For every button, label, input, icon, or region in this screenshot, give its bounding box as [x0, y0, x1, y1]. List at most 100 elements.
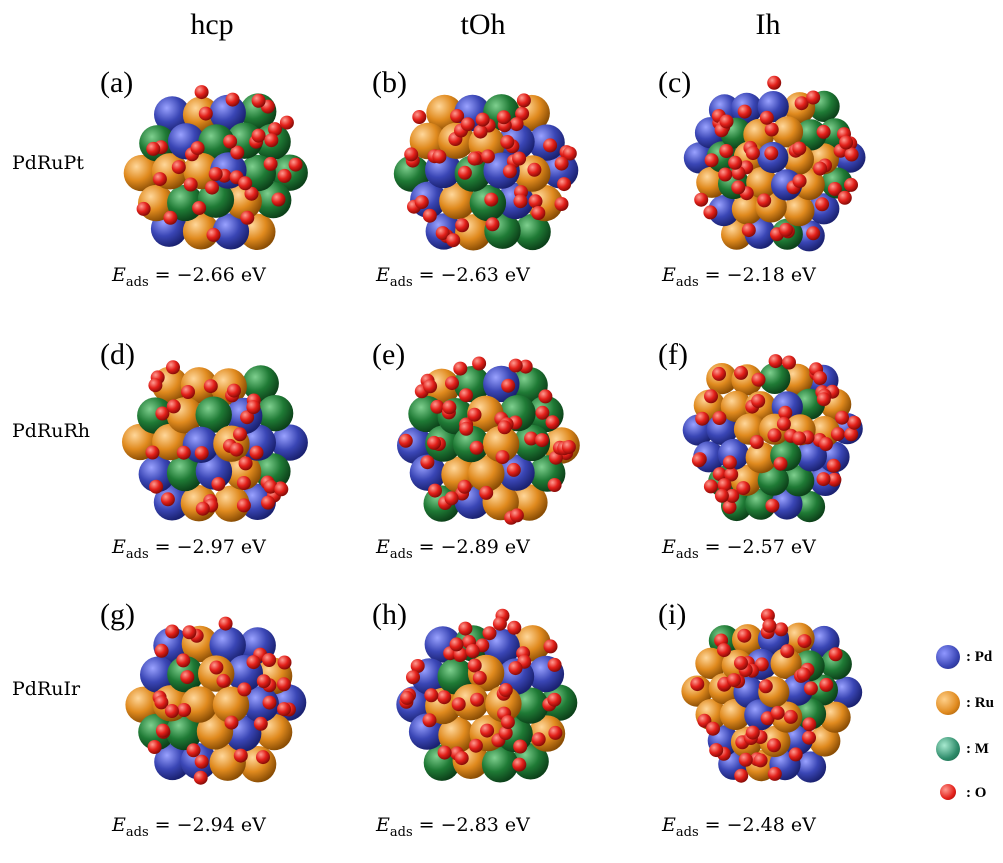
o-atom [547, 692, 562, 707]
o-atom [414, 195, 429, 210]
o-atom [475, 112, 490, 127]
o-atom [274, 482, 289, 497]
o-atom [767, 766, 782, 781]
o-atom [512, 757, 527, 772]
o-atom [794, 96, 809, 111]
o-atom [410, 659, 425, 673]
o-atom [249, 445, 264, 460]
energy-value: = −2.63 eV [418, 264, 530, 286]
m-atom [820, 648, 852, 680]
o-atom [796, 667, 811, 682]
panel-g: (g) Eads = −2.94 eV [100, 598, 390, 863]
o-atom [528, 194, 543, 209]
o-atom [223, 134, 238, 149]
o-atom [445, 376, 459, 391]
o-atom [513, 194, 528, 209]
m-atom-icon [936, 737, 960, 761]
o-atom [467, 151, 482, 166]
energy-value: = −2.18 eV [704, 264, 816, 286]
o-atom [165, 624, 180, 639]
o-atom [719, 144, 734, 158]
o-atom [502, 164, 517, 179]
adsorption-energy: Eads = −2.97 eV [112, 536, 342, 562]
o-atom [718, 167, 733, 182]
m-atom [195, 396, 232, 433]
o-atom [469, 440, 484, 455]
o-atom [237, 682, 252, 697]
o-atom [844, 147, 859, 162]
o-atom [802, 717, 817, 732]
o-atom [837, 190, 852, 205]
o-atom [731, 180, 746, 195]
o-atom [194, 446, 209, 461]
panel-b: (b) Eads = −2.63 eV [372, 66, 662, 331]
row-header-pdrurh: PdRuRh [12, 420, 91, 442]
o-atom [727, 673, 741, 688]
o-atom [562, 146, 577, 161]
o-atom [467, 658, 482, 673]
o-atom [195, 501, 210, 516]
o-atom [229, 442, 244, 457]
energy-symbol: E [376, 814, 390, 836]
o-atom [776, 416, 791, 431]
ru-atom [695, 647, 727, 679]
panel-label: (d) [100, 338, 135, 371]
column-header-toh: tOh [460, 8, 506, 41]
o-atom [198, 106, 213, 121]
legend-label-o: : O [966, 785, 987, 801]
nanocluster-toh [393, 93, 579, 251]
o-atom [543, 138, 558, 153]
ru-atom [438, 716, 475, 754]
o-atom [782, 355, 796, 370]
o-atom [473, 124, 488, 139]
o-atom [233, 427, 247, 442]
panel-label: (h) [372, 598, 407, 631]
nanocluster-ih [681, 608, 863, 783]
o-atom [208, 167, 223, 181]
panel-c: (c) Eads = −2.18 eV [658, 66, 948, 331]
o-atom [778, 405, 793, 420]
o-atom [206, 227, 221, 242]
o-atom [765, 498, 780, 513]
pd-atom [212, 213, 250, 250]
o-atom [734, 365, 748, 380]
o-atom [515, 106, 530, 121]
o-atom [792, 141, 807, 156]
ru-atom [213, 485, 250, 522]
ru-atom [809, 725, 841, 757]
o-atom [233, 748, 248, 763]
o-atom [813, 371, 827, 385]
legend-item-pd: : Pd [932, 640, 1002, 680]
o-atom [240, 210, 255, 225]
energy-value: = −2.83 eV [418, 814, 530, 836]
o-atom [690, 677, 705, 692]
o-atom [508, 358, 523, 373]
adsorption-energy: Eads = −2.63 eV [376, 264, 606, 290]
o-atom [728, 155, 743, 170]
o-atom [459, 388, 473, 403]
o-atom [547, 478, 562, 492]
energy-value: = −2.97 eV [154, 536, 266, 558]
nanocluster-toh [396, 608, 578, 783]
m-atom [165, 713, 203, 751]
o-atom [749, 435, 764, 449]
o-atom [262, 695, 277, 710]
o-atom [492, 616, 507, 631]
o-atom [512, 151, 527, 166]
pd-atom [239, 483, 276, 520]
ru-atom-icon [936, 691, 960, 715]
o-atom [149, 479, 164, 494]
o-atom [412, 110, 427, 124]
o-atom [839, 135, 854, 150]
o-atom [500, 715, 515, 730]
ru-atom [212, 686, 250, 723]
column-header-ih: Ih [755, 8, 781, 41]
o-atom [271, 192, 286, 207]
m-atom [166, 454, 204, 492]
energy-symbol: E [112, 536, 126, 558]
pd-atom [795, 440, 827, 472]
o-atom [424, 688, 439, 703]
legend-label-pd: : Pd [966, 649, 993, 665]
o-atom [734, 656, 748, 670]
energy-symbol: E [112, 264, 126, 286]
